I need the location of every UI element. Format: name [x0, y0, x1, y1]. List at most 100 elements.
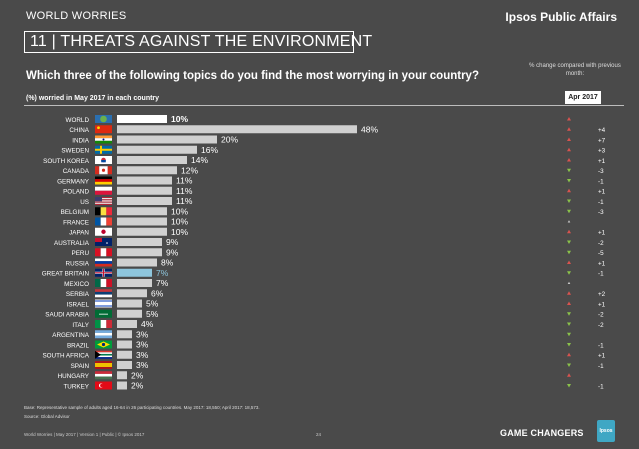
- value-label: 16%: [201, 145, 218, 155]
- up-arrow-icon: [567, 188, 571, 193]
- category-label: SPAIN: [71, 363, 90, 370]
- value-label: 5%: [146, 309, 159, 319]
- bar: [117, 258, 157, 267]
- up-arrow-icon: [567, 117, 571, 121]
- flag-part: [95, 330, 112, 333]
- flag-icon: [95, 227, 112, 236]
- change-label: +1: [598, 189, 606, 196]
- up-arrow-icon: [567, 229, 571, 234]
- change-label: +7: [598, 137, 606, 144]
- down-arrow-icon: [567, 209, 571, 214]
- source-note: Source: Global Advisor: [24, 414, 70, 419]
- flag-part: [95, 217, 101, 226]
- category-label: FRANCE: [63, 219, 89, 226]
- flag-part: [95, 355, 112, 358]
- category-label: MEXICO: [64, 281, 89, 288]
- category-label: RUSSIA: [66, 260, 90, 267]
- category-label: HUNGARY: [58, 373, 90, 380]
- bar: [117, 125, 357, 134]
- chart-row: POLAND 11% +1: [63, 186, 606, 196]
- flag-part: [106, 248, 112, 257]
- category-label: US: [80, 199, 89, 206]
- chart-row: PERU 9% -5: [72, 247, 605, 257]
- flag-icon: [95, 268, 112, 277]
- chart-row: GERMANY 11% -1: [57, 176, 604, 186]
- ipsos-logo: [597, 420, 615, 442]
- bar: [117, 156, 187, 164]
- flag-part: [101, 168, 106, 172]
- bar: [117, 248, 162, 257]
- chart-row: CHINA 48% +4: [69, 124, 605, 134]
- flag-part: [95, 207, 101, 216]
- change-label: +1: [598, 301, 606, 308]
- flag-icon: [95, 125, 112, 134]
- category-label: ISRAEL: [67, 301, 90, 308]
- bar: [117, 238, 162, 246]
- value-label: 7%: [156, 278, 169, 288]
- flag-icon: [95, 258, 112, 267]
- brand-name: Ipsos Public Affairs: [505, 10, 617, 24]
- flag-icon: [95, 115, 112, 123]
- flag-part: [95, 289, 112, 292]
- page-title: 11 | THREATS AGAINST THE ENVIRONMENT: [30, 33, 373, 50]
- value-label: 3%: [136, 350, 149, 360]
- change-label: +2: [598, 291, 606, 298]
- down-arrow-icon: [567, 199, 571, 203]
- flag-part: [95, 381, 112, 390]
- flag-icon: [95, 197, 112, 205]
- flag-part: [100, 207, 107, 216]
- value-label: 14%: [191, 155, 208, 165]
- bar: [117, 289, 147, 298]
- flag-part: [95, 352, 112, 354]
- flag-part: [95, 140, 112, 144]
- flag-part: [95, 199, 112, 201]
- flag-part: [95, 294, 112, 298]
- down-arrow-icon: [567, 240, 571, 244]
- flag-part: [107, 166, 112, 175]
- chart-row: WORLD 10%: [66, 114, 571, 124]
- chart-row: ISRAEL 5% +1: [67, 299, 606, 309]
- change-label: +1: [598, 353, 606, 360]
- tagline: GAME CHANGERS: [500, 428, 584, 438]
- flag-part: [95, 258, 112, 262]
- flag-part: [101, 229, 106, 234]
- bar: [117, 176, 172, 185]
- change-label: -1: [598, 342, 604, 349]
- flag-icon: [95, 361, 112, 369]
- flag-icon: [95, 186, 112, 195]
- bar: [117, 361, 132, 369]
- flag-part: [95, 357, 112, 359]
- bar: [117, 227, 167, 236]
- chart-row: MEXICO 7%: [64, 278, 571, 288]
- flag-part: [95, 197, 112, 199]
- value-label: 10%: [171, 217, 188, 227]
- flag-part: [95, 148, 112, 151]
- chart-row: CANADA 12% -3: [63, 165, 604, 175]
- flag-part: [95, 305, 112, 307]
- flag-icon: [95, 238, 112, 246]
- down-arrow-icon: [567, 179, 571, 183]
- flag-icon: [95, 289, 112, 298]
- page-number: 24: [316, 432, 322, 437]
- down-arrow-icon: [567, 332, 571, 337]
- flag-part: [100, 279, 107, 287]
- value-label: 11%: [176, 196, 193, 206]
- flag-part: [95, 363, 112, 367]
- flag-part: [95, 373, 112, 377]
- category-label: CHINA: [69, 127, 89, 134]
- flag-icon: [95, 217, 112, 226]
- bar: [117, 186, 172, 195]
- flag-part: [95, 371, 112, 374]
- value-label: 20%: [221, 135, 238, 145]
- chart-row: BRAZIL 3% -1: [67, 340, 604, 350]
- category-label: BELGIUM: [61, 209, 89, 216]
- down-arrow-icon: [567, 322, 571, 326]
- chart-row: RUSSIA 8% +1: [66, 258, 606, 268]
- down-arrow-icon: [567, 271, 571, 275]
- category-label: AUSTRALIA: [54, 240, 90, 247]
- value-label: 3%: [136, 340, 149, 350]
- value-label: 2%: [131, 381, 144, 391]
- flag-part: [95, 181, 112, 185]
- change-label: -1: [598, 383, 604, 390]
- change-label: -2: [598, 240, 604, 247]
